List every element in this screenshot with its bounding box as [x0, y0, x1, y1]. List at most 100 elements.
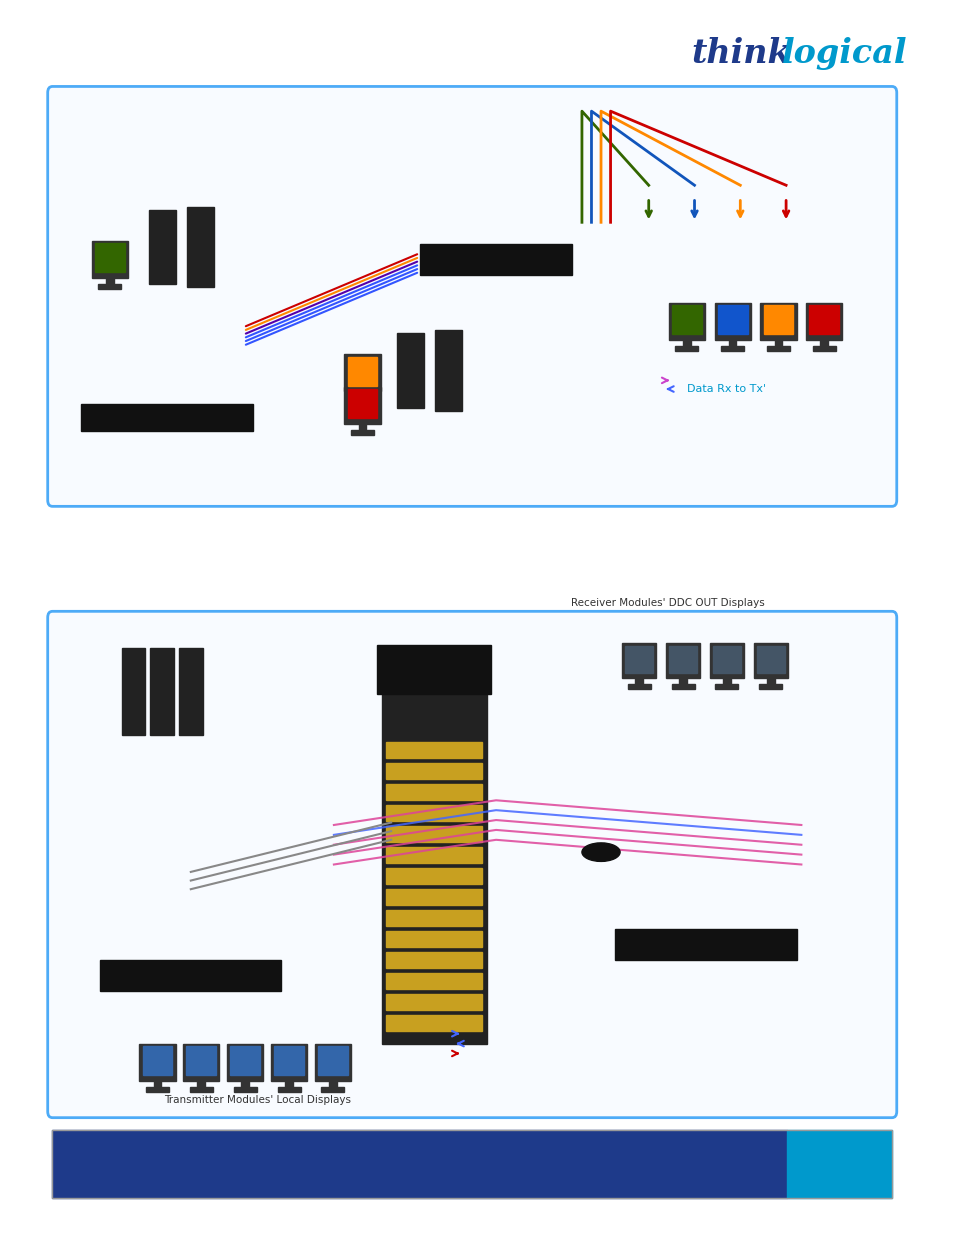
Bar [621, 643, 656, 678]
Bar [271, 1044, 307, 1081]
Bar [728, 337, 736, 347]
Bar [756, 646, 784, 673]
Bar [94, 243, 125, 273]
Bar [722, 676, 730, 685]
Bar [347, 389, 377, 417]
Bar [358, 389, 366, 399]
Bar [386, 952, 481, 968]
Bar [344, 354, 380, 391]
Bar [766, 346, 789, 351]
Bar [671, 305, 701, 335]
Bar [241, 1078, 249, 1088]
Bar [187, 206, 213, 287]
Bar [139, 1044, 175, 1081]
Bar [142, 1046, 172, 1074]
Bar [100, 961, 281, 990]
Bar [615, 930, 796, 961]
Bar [91, 241, 128, 278]
Bar [759, 684, 781, 689]
Ellipse shape [581, 842, 619, 862]
Bar [386, 931, 481, 947]
Bar [186, 1046, 216, 1074]
Bar [386, 889, 481, 905]
Bar [435, 331, 461, 410]
Bar [386, 784, 481, 800]
Bar [230, 1046, 260, 1074]
Bar [679, 676, 686, 685]
Text: Transmitter Modules' Local Displays: Transmitter Modules' Local Displays [164, 1095, 351, 1105]
Bar [774, 337, 781, 347]
Bar [665, 643, 700, 678]
Bar [98, 284, 121, 289]
Bar [805, 303, 841, 340]
Bar [386, 826, 481, 842]
Bar [419, 245, 572, 274]
Bar [274, 1046, 304, 1074]
Bar [386, 868, 481, 884]
Bar [766, 676, 774, 685]
Bar [386, 742, 481, 758]
Bar [386, 805, 481, 821]
Bar [381, 692, 486, 1044]
Bar [386, 973, 481, 989]
Bar [386, 994, 481, 1010]
Bar [344, 387, 380, 424]
Bar [762, 305, 793, 335]
Bar [386, 1015, 481, 1031]
Bar [715, 684, 738, 689]
Bar [52, 1130, 786, 1198]
Bar [812, 346, 835, 351]
FancyBboxPatch shape [48, 611, 896, 1118]
Bar [712, 646, 740, 673]
Bar [227, 1044, 263, 1081]
Bar [760, 303, 796, 340]
Bar [52, 1130, 891, 1198]
Bar [627, 684, 650, 689]
Bar [786, 1130, 891, 1198]
Bar [178, 648, 202, 735]
Bar [668, 646, 697, 673]
Bar [668, 303, 704, 340]
Bar [329, 1078, 336, 1088]
Bar [351, 398, 374, 403]
Bar [376, 645, 491, 694]
Bar [106, 275, 113, 285]
Bar [122, 648, 145, 735]
Bar [233, 1087, 256, 1092]
Bar [321, 1087, 344, 1092]
Bar [277, 1087, 300, 1092]
FancyBboxPatch shape [48, 86, 896, 506]
Bar [671, 684, 694, 689]
Bar [314, 1044, 351, 1081]
Bar [81, 404, 253, 431]
Bar [714, 303, 750, 340]
Bar [146, 1087, 169, 1092]
Bar [717, 305, 747, 335]
Bar [317, 1046, 348, 1074]
Bar [197, 1078, 205, 1088]
Text: think: think [691, 37, 790, 69]
Bar [285, 1078, 293, 1088]
Bar [347, 357, 377, 387]
Bar [151, 648, 173, 735]
Bar [183, 1044, 219, 1081]
Bar [386, 847, 481, 863]
Text: Data Rx to Tx': Data Rx to Tx' [686, 384, 765, 394]
Bar [351, 430, 374, 435]
Bar [720, 346, 743, 351]
Bar [820, 337, 827, 347]
Bar [624, 646, 653, 673]
Bar [808, 305, 839, 335]
Bar [153, 1078, 161, 1088]
Text: logical: logical [781, 37, 907, 69]
Bar [682, 337, 690, 347]
Bar [396, 333, 423, 408]
Bar [386, 763, 481, 779]
Bar [675, 346, 698, 351]
Text: Receiver Modules' DDC OUT Displays: Receiver Modules' DDC OUT Displays [570, 598, 764, 608]
Bar [149, 210, 175, 284]
Bar [753, 643, 787, 678]
Bar [386, 910, 481, 926]
Bar [709, 643, 743, 678]
Bar [358, 421, 366, 431]
